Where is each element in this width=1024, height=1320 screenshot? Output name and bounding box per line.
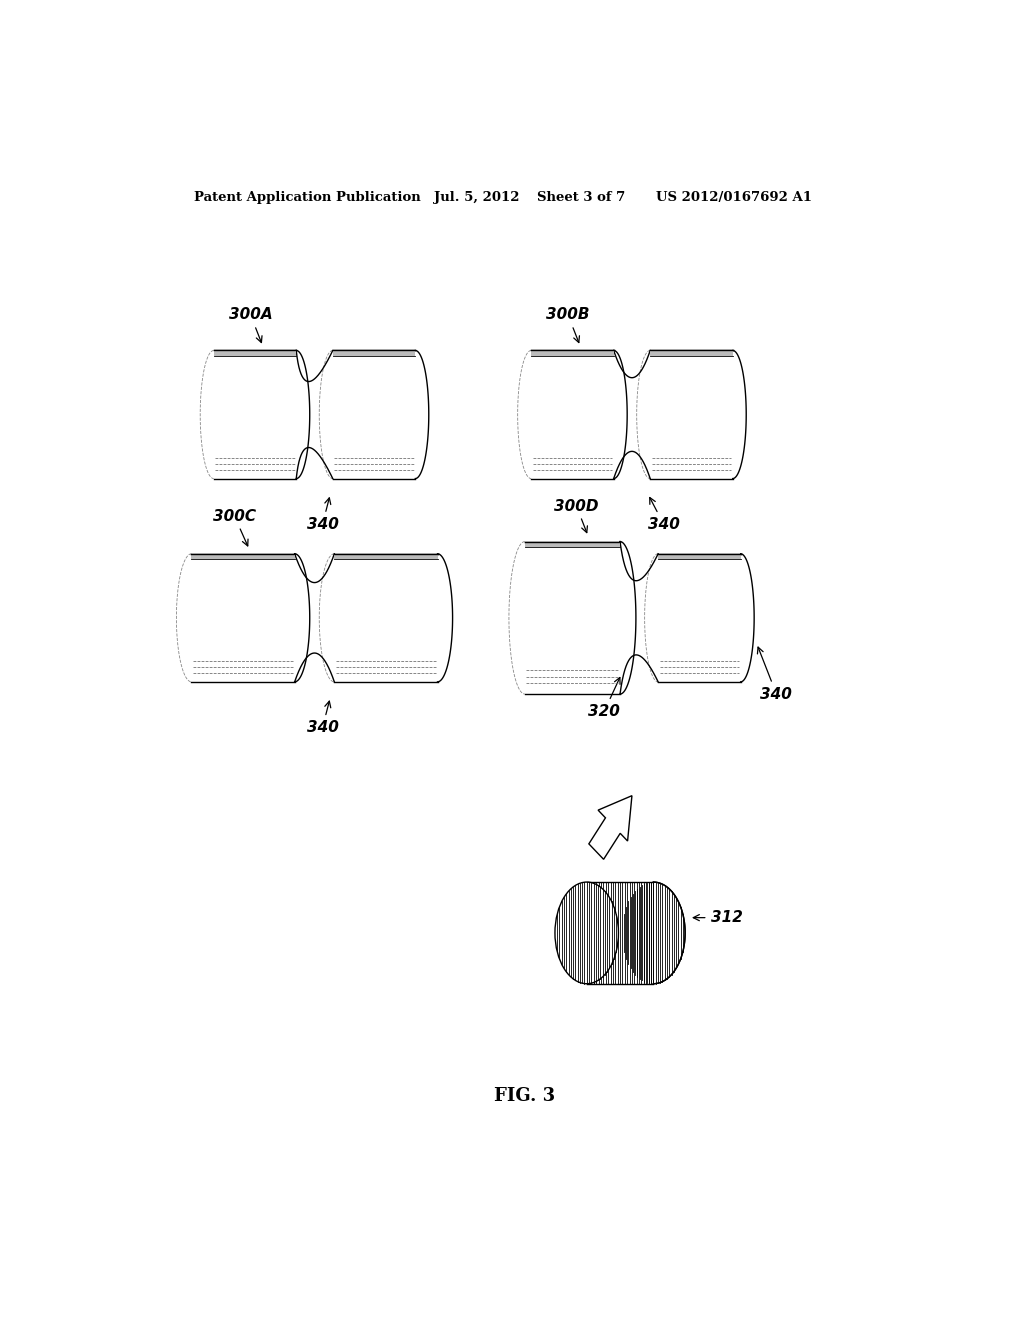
Polygon shape (650, 351, 733, 479)
Polygon shape (214, 351, 296, 355)
Polygon shape (658, 554, 740, 558)
Polygon shape (295, 554, 334, 682)
Ellipse shape (555, 882, 618, 983)
Text: Sheet 3 of 7: Sheet 3 of 7 (537, 190, 625, 203)
Polygon shape (531, 351, 613, 479)
Text: Patent Application Publication: Patent Application Publication (194, 190, 421, 203)
Text: Jul. 5, 2012: Jul. 5, 2012 (433, 190, 519, 203)
Polygon shape (191, 554, 295, 558)
Text: 340: 340 (306, 701, 339, 735)
Text: 300A: 300A (228, 308, 272, 343)
Polygon shape (334, 554, 437, 682)
Text: 300C: 300C (213, 508, 256, 546)
Text: 320: 320 (588, 677, 621, 719)
Text: 312: 312 (693, 911, 742, 925)
Polygon shape (191, 554, 295, 682)
Text: 340: 340 (758, 647, 793, 701)
Text: 340: 340 (648, 498, 680, 532)
Polygon shape (650, 351, 733, 355)
Text: FIG. 3: FIG. 3 (495, 1086, 555, 1105)
Polygon shape (334, 554, 437, 558)
Polygon shape (613, 351, 650, 479)
Polygon shape (658, 554, 740, 682)
Polygon shape (589, 796, 632, 859)
Polygon shape (333, 351, 416, 355)
Text: 300B: 300B (546, 308, 590, 343)
Text: US 2012/0167692 A1: US 2012/0167692 A1 (655, 190, 812, 203)
Polygon shape (621, 541, 658, 694)
Polygon shape (587, 882, 653, 983)
Polygon shape (531, 351, 613, 355)
Polygon shape (333, 351, 416, 479)
Polygon shape (653, 882, 685, 983)
Text: 340: 340 (306, 498, 339, 532)
Text: 300D: 300D (554, 499, 599, 532)
Polygon shape (296, 351, 333, 479)
Polygon shape (214, 351, 296, 479)
Polygon shape (524, 541, 621, 694)
Polygon shape (524, 541, 621, 546)
